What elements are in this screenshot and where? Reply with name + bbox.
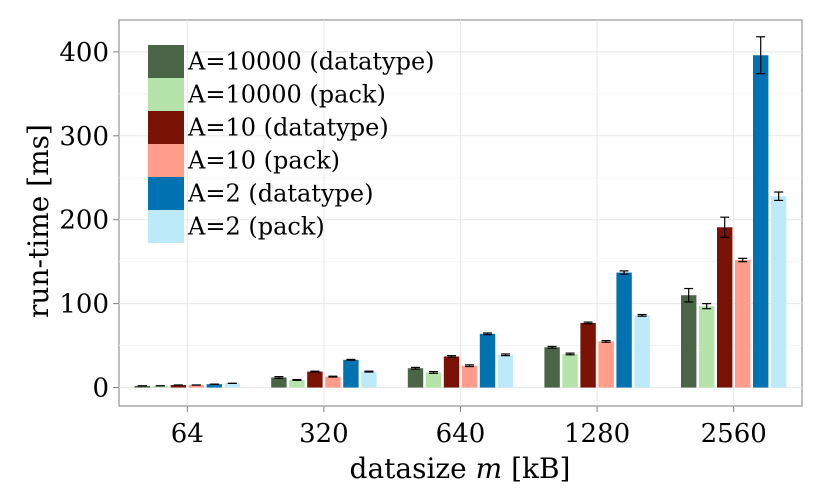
bar [325,376,341,388]
legend-label: A=10000 (datatype) [187,48,435,76]
bar [170,385,186,388]
y-tick-label: 100 [59,290,109,320]
bar [479,333,496,388]
legend-label: A=2 (datatype) [187,180,373,208]
bar [634,315,650,388]
bar [206,384,222,388]
bar [271,377,287,388]
x-tick-label: 2560 [701,419,767,449]
legend: A=10000 (datatype) A=10000 (pack) A=10 (da… [148,45,435,243]
bar [562,353,578,388]
bar [343,359,359,388]
x-tick-label: 320 [299,419,349,449]
y-tick-label: 400 [59,38,109,68]
legend-key [148,177,184,210]
bar [497,354,514,388]
legend-key [148,144,184,177]
bar [443,356,460,388]
bars [134,55,787,388]
legend-key [148,210,184,243]
legend-key [148,111,184,144]
y-axis: 0 100 200 300 400 [59,38,119,404]
bar [152,385,168,388]
bar [134,385,150,388]
legend-label: A=10 (datatype) [187,114,389,142]
x-tick-label: 1280 [564,419,630,449]
bar [616,272,632,388]
y-axis-title: run-time [ms] [22,124,55,318]
x-tick-label: 640 [436,419,486,449]
bar [580,322,596,388]
legend-key [148,78,184,111]
bar [735,259,751,388]
x-axis: 64 320 640 1280 2560 [171,406,767,449]
legend-key [148,45,184,78]
bar [461,365,478,388]
bar [289,379,305,388]
bar [699,306,715,388]
bar [717,227,733,388]
legend-label: A=2 (pack) [187,213,325,241]
bar [188,385,204,388]
y-tick-label: 200 [59,206,109,236]
x-tick-label: 64 [171,419,204,449]
legend-label: A=10000 (pack) [187,81,386,109]
bar [425,372,442,388]
bar [307,371,323,388]
bar [224,383,240,388]
bar [771,196,787,388]
bar [598,341,614,388]
bar [544,347,560,388]
bar [753,55,769,388]
error-bars [137,36,784,387]
x-axis-title: datasize m [kB] [350,452,571,485]
legend-label: A=10 (pack) [187,147,340,175]
bar [681,295,697,388]
bar [361,371,377,388]
y-tick-label: 0 [92,374,109,404]
y-tick-label: 300 [59,122,109,152]
bar [407,368,424,388]
